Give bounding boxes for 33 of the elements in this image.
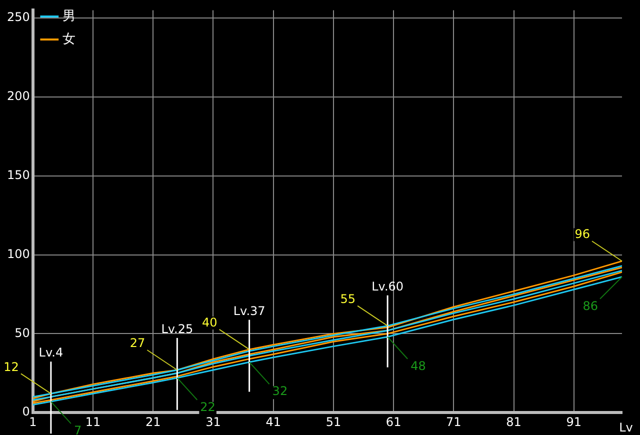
annotation: 48 — [410, 358, 426, 373]
y-tick-label: 50 — [14, 326, 30, 340]
y-tick-label: 0 — [22, 404, 30, 419]
annotation: 32 — [272, 384, 288, 398]
x-tick-label: 71 — [446, 414, 462, 429]
x-tick-label: 31 — [206, 414, 221, 429]
ref-line-label: Lv.37 — [233, 304, 266, 318]
annotation: 40 — [202, 316, 218, 330]
ref-line-label: Lv.60 — [372, 279, 404, 294]
annotation: 96 — [574, 227, 590, 242]
x-tick-label: 1 — [29, 414, 37, 429]
x-tick-label: 51 — [326, 414, 342, 429]
x-axis-title: Lv — [619, 420, 633, 435]
annotation: 86 — [582, 299, 598, 314]
y-tick-label: 200 — [7, 89, 30, 104]
annotation: 12 — [4, 360, 19, 374]
annotation: 27 — [130, 336, 146, 350]
x-tick-label: 81 — [506, 414, 522, 429]
ref-line-label: Lv.25 — [161, 322, 194, 336]
y-tick-label: 100 — [7, 246, 30, 261]
y-tick-label: 250 — [7, 10, 30, 24]
annotation: 55 — [340, 292, 356, 306]
y-tick-label: 150 — [7, 168, 30, 182]
annotation: 7 — [74, 424, 82, 435]
annotation: 22 — [200, 400, 216, 414]
legend-label: 男 — [62, 8, 76, 24]
x-tick-label: 41 — [266, 414, 281, 429]
x-tick-label: 91 — [566, 414, 582, 429]
x-tick-label: 11 — [85, 414, 101, 429]
ref-line-label: Lv.4 — [38, 346, 64, 360]
x-tick-label: 61 — [386, 414, 402, 429]
x-tick-label: 21 — [145, 414, 161, 429]
legend-label: 女 — [62, 32, 76, 47]
